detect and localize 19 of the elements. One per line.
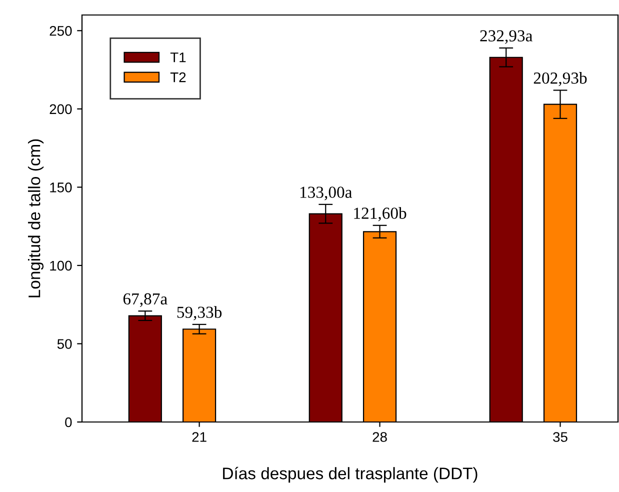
x-tick-label: 35 bbox=[553, 432, 568, 442]
x-axis-title: Días despues del trasplante (DDT) bbox=[223, 466, 478, 483]
y-tick-label: 150 bbox=[50, 182, 72, 192]
y-tick-label: 0 bbox=[65, 417, 72, 428]
y-tick-label: 100 bbox=[50, 260, 72, 271]
data-label: 133,00a bbox=[300, 186, 352, 200]
y-tick-label: 200 bbox=[50, 104, 72, 114]
data-label: 121,60b bbox=[354, 207, 406, 222]
y-tick-label: 50 bbox=[57, 339, 72, 349]
legend-label: T2 bbox=[170, 72, 186, 82]
y-tick-label: 250 bbox=[50, 26, 72, 36]
x-tick-label: 21 bbox=[192, 432, 206, 442]
data-label: 202,93b bbox=[534, 72, 587, 86]
data-label: 59,33b bbox=[177, 306, 222, 320]
data-label: 67,87a bbox=[123, 293, 168, 307]
legend-label: T1 bbox=[170, 52, 186, 62]
x-tick-label: 28 bbox=[372, 432, 387, 442]
y-axis-title: Longitud de tallo (cm) bbox=[28, 139, 44, 298]
data-label: 232,93a bbox=[480, 30, 532, 44]
